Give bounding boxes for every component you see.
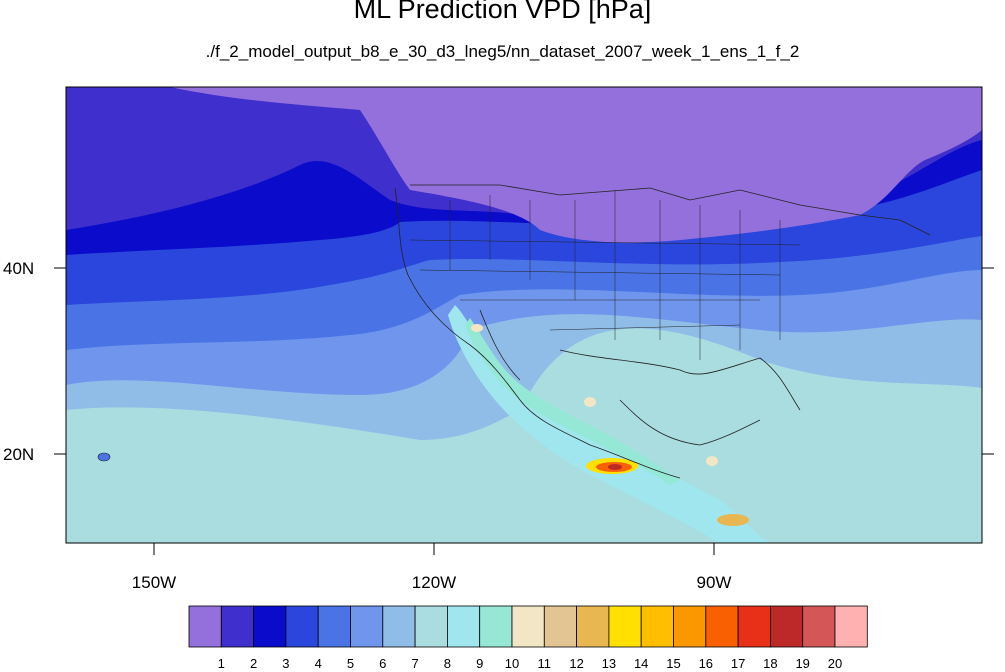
hawaii-island — [97, 452, 111, 462]
colorbar-label: 7 — [411, 656, 418, 671]
colorbar-swatch — [802, 605, 836, 648]
colorbar-swatch — [576, 605, 610, 648]
colorbar-swatch — [608, 605, 642, 648]
colorbar-label: 4 — [315, 656, 322, 671]
band-9-10 — [465, 318, 680, 485]
colorbar-label: 3 — [282, 656, 289, 671]
colorbar-swatch — [317, 605, 351, 648]
colorbar-label: 14 — [634, 656, 648, 671]
y-axis: 40N 20N — [3, 259, 994, 464]
colorbar-swatch — [479, 605, 513, 648]
colorbar-label: 20 — [828, 656, 842, 671]
hotspot-tan — [717, 514, 749, 526]
colorbar-swatch — [834, 605, 868, 648]
colorbar-label: 18 — [763, 656, 777, 671]
colorbar-label: 12 — [569, 656, 583, 671]
colorbar-label: 19 — [795, 656, 809, 671]
colorbar-label: 10 — [505, 656, 519, 671]
hotspot-red — [608, 464, 622, 470]
tick-label-120w: 120W — [412, 573, 456, 592]
colorbar-swatch — [543, 605, 577, 648]
tick-label-150w: 150W — [132, 573, 176, 592]
colorbar-label: 16 — [699, 656, 713, 671]
colorbar-swatch — [414, 605, 448, 648]
colorbar-swatch — [640, 605, 674, 648]
colorbar-swatch — [673, 605, 707, 648]
colorbar-label: 17 — [731, 656, 745, 671]
tick-label-20n: 20N — [3, 445, 34, 464]
tick-label-40n: 40N — [3, 259, 34, 278]
colorbar-label: 2 — [250, 656, 257, 671]
colorbar-swatch — [350, 605, 384, 648]
colorbar-label: 5 — [347, 656, 354, 671]
colorbar-label: 15 — [666, 656, 680, 671]
colorbar-label: 13 — [602, 656, 616, 671]
colorbar-label: 11 — [538, 656, 552, 671]
band-lt-1 — [170, 87, 982, 243]
map-frame — [65, 86, 983, 544]
colorbar-swatch — [705, 605, 739, 648]
map-subtitle: ./f_2_model_output_b8_e_30_d3_lneg5/nn_d… — [205, 42, 800, 61]
colorbar-label: 6 — [379, 656, 386, 671]
hotspot-light — [706, 456, 718, 466]
colorbar-swatch — [511, 605, 545, 648]
colorbar-swatch — [382, 605, 416, 648]
x-axis: 150W 120W 90W — [132, 543, 732, 592]
colorbar-label: 8 — [444, 656, 451, 671]
colorbar-label: 9 — [476, 656, 483, 671]
colorbar-swatch — [446, 605, 481, 648]
colorbar-swatch — [253, 605, 287, 648]
colorbar-swatch — [285, 605, 319, 648]
colorbar-label: 1 — [218, 656, 225, 671]
map-title: ML Prediction VPD [hPa] — [353, 0, 652, 24]
state-borders — [409, 190, 801, 360]
coastlines — [394, 184, 931, 479]
colorbar-swatch — [770, 605, 804, 648]
colorbar: 1 2 3 4 5 6 7 8 9 10 11 12 13 14 15 16 17 18 19 20 — [188, 605, 868, 671]
vpd-field — [66, 87, 982, 543]
colorbar-swatch — [188, 605, 222, 648]
tick-label-90w: 90W — [697, 573, 732, 592]
hotspot-light-2 — [584, 397, 596, 407]
colorbar-swatch — [737, 605, 771, 648]
hotspot-light-3 — [471, 324, 483, 332]
colorbar-swatch — [220, 605, 255, 648]
